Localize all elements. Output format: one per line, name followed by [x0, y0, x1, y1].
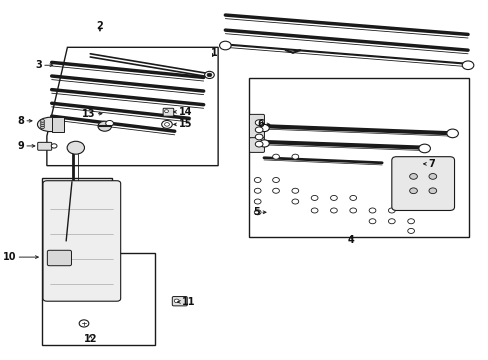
Circle shape: [387, 208, 394, 213]
Circle shape: [219, 41, 231, 50]
Circle shape: [174, 299, 179, 303]
Circle shape: [67, 141, 84, 154]
Circle shape: [387, 219, 394, 224]
FancyBboxPatch shape: [249, 138, 264, 152]
Text: 5: 5: [253, 207, 260, 217]
Circle shape: [259, 125, 269, 132]
Text: 8: 8: [17, 116, 24, 126]
Circle shape: [428, 188, 436, 194]
Circle shape: [204, 71, 214, 78]
Circle shape: [255, 127, 263, 133]
Circle shape: [291, 188, 298, 193]
Circle shape: [41, 126, 44, 129]
Circle shape: [409, 174, 417, 179]
Text: 6: 6: [257, 120, 264, 129]
Circle shape: [255, 134, 263, 140]
Text: 14: 14: [178, 107, 192, 117]
Circle shape: [291, 199, 298, 204]
Circle shape: [51, 144, 57, 148]
Circle shape: [368, 208, 375, 213]
Circle shape: [162, 121, 172, 129]
Circle shape: [409, 188, 417, 194]
Circle shape: [41, 122, 44, 125]
Circle shape: [330, 195, 337, 201]
Text: 12: 12: [83, 334, 97, 344]
Circle shape: [254, 199, 261, 204]
Bar: [52, 117, 64, 132]
FancyBboxPatch shape: [249, 114, 264, 138]
Circle shape: [41, 124, 44, 127]
Text: 11: 11: [182, 297, 195, 307]
Text: 10: 10: [3, 252, 17, 262]
Circle shape: [259, 140, 269, 147]
Circle shape: [330, 208, 337, 213]
Circle shape: [461, 61, 473, 69]
Text: 2: 2: [96, 21, 103, 31]
FancyBboxPatch shape: [47, 250, 71, 266]
FancyBboxPatch shape: [172, 297, 187, 306]
Text: 1: 1: [210, 48, 217, 58]
Circle shape: [349, 208, 356, 213]
Text: 3: 3: [35, 60, 42, 70]
Circle shape: [41, 120, 44, 122]
Text: 15: 15: [178, 120, 192, 129]
Circle shape: [164, 123, 169, 126]
Circle shape: [310, 208, 317, 213]
FancyBboxPatch shape: [43, 181, 121, 301]
Text: 4: 4: [346, 235, 353, 245]
Circle shape: [206, 73, 211, 77]
Circle shape: [310, 195, 317, 201]
Circle shape: [446, 129, 457, 138]
Circle shape: [349, 195, 356, 201]
FancyBboxPatch shape: [391, 157, 454, 211]
Circle shape: [428, 174, 436, 179]
Circle shape: [98, 121, 111, 131]
Text: 7: 7: [427, 159, 434, 169]
Circle shape: [407, 219, 414, 224]
Text: 13: 13: [82, 109, 95, 119]
Circle shape: [418, 144, 429, 153]
Circle shape: [105, 121, 113, 126]
Circle shape: [255, 120, 263, 126]
Circle shape: [368, 219, 375, 224]
Circle shape: [164, 110, 168, 113]
Circle shape: [255, 141, 263, 147]
Circle shape: [407, 228, 414, 233]
Circle shape: [254, 177, 261, 183]
Circle shape: [291, 154, 298, 159]
Circle shape: [254, 188, 261, 193]
Ellipse shape: [38, 117, 64, 132]
FancyBboxPatch shape: [163, 108, 173, 116]
Circle shape: [254, 210, 261, 215]
Circle shape: [79, 320, 89, 327]
Bar: [249, 78, 468, 237]
Circle shape: [272, 188, 279, 193]
Text: 9: 9: [18, 141, 24, 151]
Circle shape: [272, 177, 279, 183]
Circle shape: [272, 154, 279, 159]
FancyBboxPatch shape: [38, 142, 52, 150]
